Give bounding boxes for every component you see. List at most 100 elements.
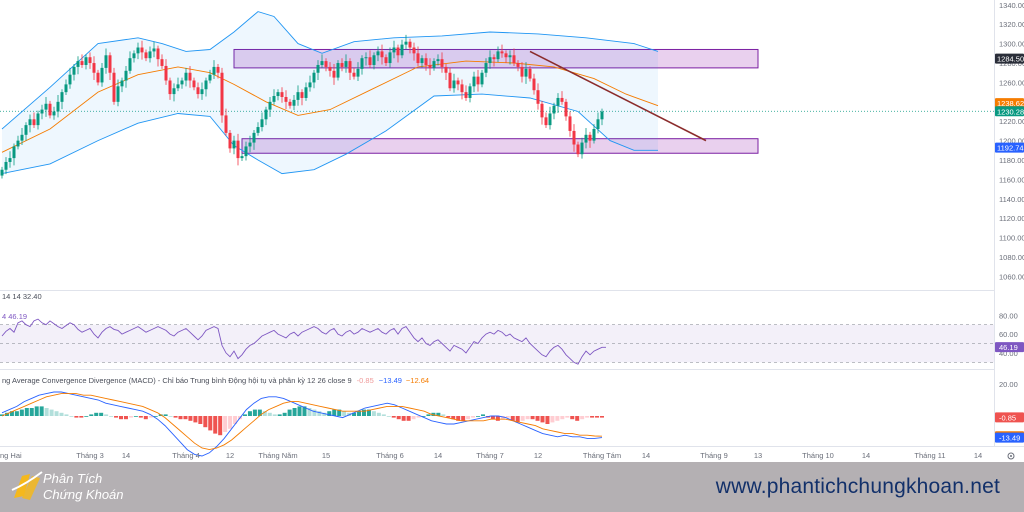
candle [344,61,348,67]
price-tick-label: 1320.00 [999,20,1024,29]
macd-histogram-bar [292,408,297,416]
macd-histogram-bar [213,416,218,434]
trendline [529,50,707,142]
candle [20,134,24,141]
candle [120,80,124,87]
candle [436,59,440,62]
macd-histogram-bar [555,416,560,421]
time-tick-label: Tháng 4 [172,451,200,460]
candle [456,80,460,85]
macd-histogram-bar [74,416,79,418]
candle [532,78,536,91]
macd-histogram-bar [0,414,4,416]
candle [316,64,320,73]
stock-chart: 1060.00 1080.00 1100.00 1120.00 1140.00 1160.… [0,0,1024,460]
time-tick-label: Tháng 7 [476,451,504,460]
macd-histogram-bar [44,408,49,416]
price-badge-label: 1230.28 [997,107,1024,116]
candle [332,70,336,78]
time-tick-label: Tháng Tám [583,451,621,460]
macd-histogram-bar [520,416,525,421]
macd-histogram-bar [203,416,208,428]
candle [248,142,252,147]
time-tick-label: 15 [322,451,330,460]
rsi-tick-label: 40.00 [999,349,1018,358]
macd-histogram-bar [29,408,34,416]
macd-histogram-bar [173,416,178,418]
candle [500,51,504,54]
macd-badge [995,412,1024,423]
macd-histogram-bar [490,416,495,420]
candle [596,119,600,129]
macd-histogram-bar [223,416,228,432]
candle [384,57,388,64]
candle [464,92,468,98]
macd-histogram-bar [307,408,312,416]
macd-histogram-bar [456,416,461,421]
macd-histogram-bar [570,416,575,420]
macd-badge-label: -0.85 [999,413,1016,422]
candle [72,66,76,75]
rsi-tick-label: 60.00 [999,330,1018,339]
macd-pane: ng Average Convergence Divergence (MACD)… [0,376,1024,457]
website-link[interactable]: www.phantichchungkhoan.net [715,475,1000,498]
candle [216,66,220,73]
rsi-badge [995,342,1024,353]
candle [152,48,156,52]
macd-histogram-bar [252,409,257,416]
candle [428,64,432,68]
candle [400,44,404,56]
candle [292,99,296,106]
macd-histogram-bar [406,416,411,421]
price-badge [995,106,1024,117]
candle [484,63,488,73]
macd-histogram-bar [436,412,441,416]
macd-histogram-bar [79,416,84,418]
price-badge [995,53,1024,64]
candle [28,119,32,126]
bollinger-upper [1,11,659,130]
macd-histogram-bar [560,416,565,420]
macd-histogram-bar [208,416,213,431]
macd-histogram-bar [94,412,99,416]
resistance-zone [233,48,759,69]
macd-histogram-bar [198,416,203,424]
macd-histogram-bar [4,412,9,416]
candle [488,57,492,64]
macd-histogram-bar [183,416,188,420]
macd-histogram-bar [342,411,347,416]
macd-histogram-bar [525,416,530,420]
candle [236,140,240,159]
time-tick-label: 12 [226,451,234,460]
time-tick-label: 14 [122,451,130,460]
time-tick-label: 12 [534,451,542,460]
gear-icon[interactable] [1007,452,1015,460]
macd-histogram-bar [128,416,133,418]
candle [480,72,484,85]
candle [392,47,396,53]
candle [508,55,512,58]
candle [208,74,212,81]
macd-histogram-bar [322,412,327,416]
candle [40,109,44,114]
candle [284,96,288,102]
macd-histogram-bar [471,416,476,418]
time-tick-label: Tháng Năm [258,451,297,460]
time-axis: ng Hai Tháng 3 14 Tháng 4 12 Tháng Năm 15 Tháng… [0,451,982,460]
candle [144,52,148,59]
macd-tick-label: 20.00 [999,380,1018,389]
candle [424,58,428,65]
macd-histogram-bar [585,416,590,418]
candle [268,101,272,110]
candle [448,72,452,89]
macd-histogram-bar [188,416,193,421]
candle [452,80,456,89]
candle [544,117,548,126]
candle [280,92,284,97]
macd-histogram-bar [257,409,262,416]
candle [192,80,196,88]
macd-histogram-bar [89,414,94,416]
candle [136,47,140,54]
macd-signal-line [1,393,603,451]
